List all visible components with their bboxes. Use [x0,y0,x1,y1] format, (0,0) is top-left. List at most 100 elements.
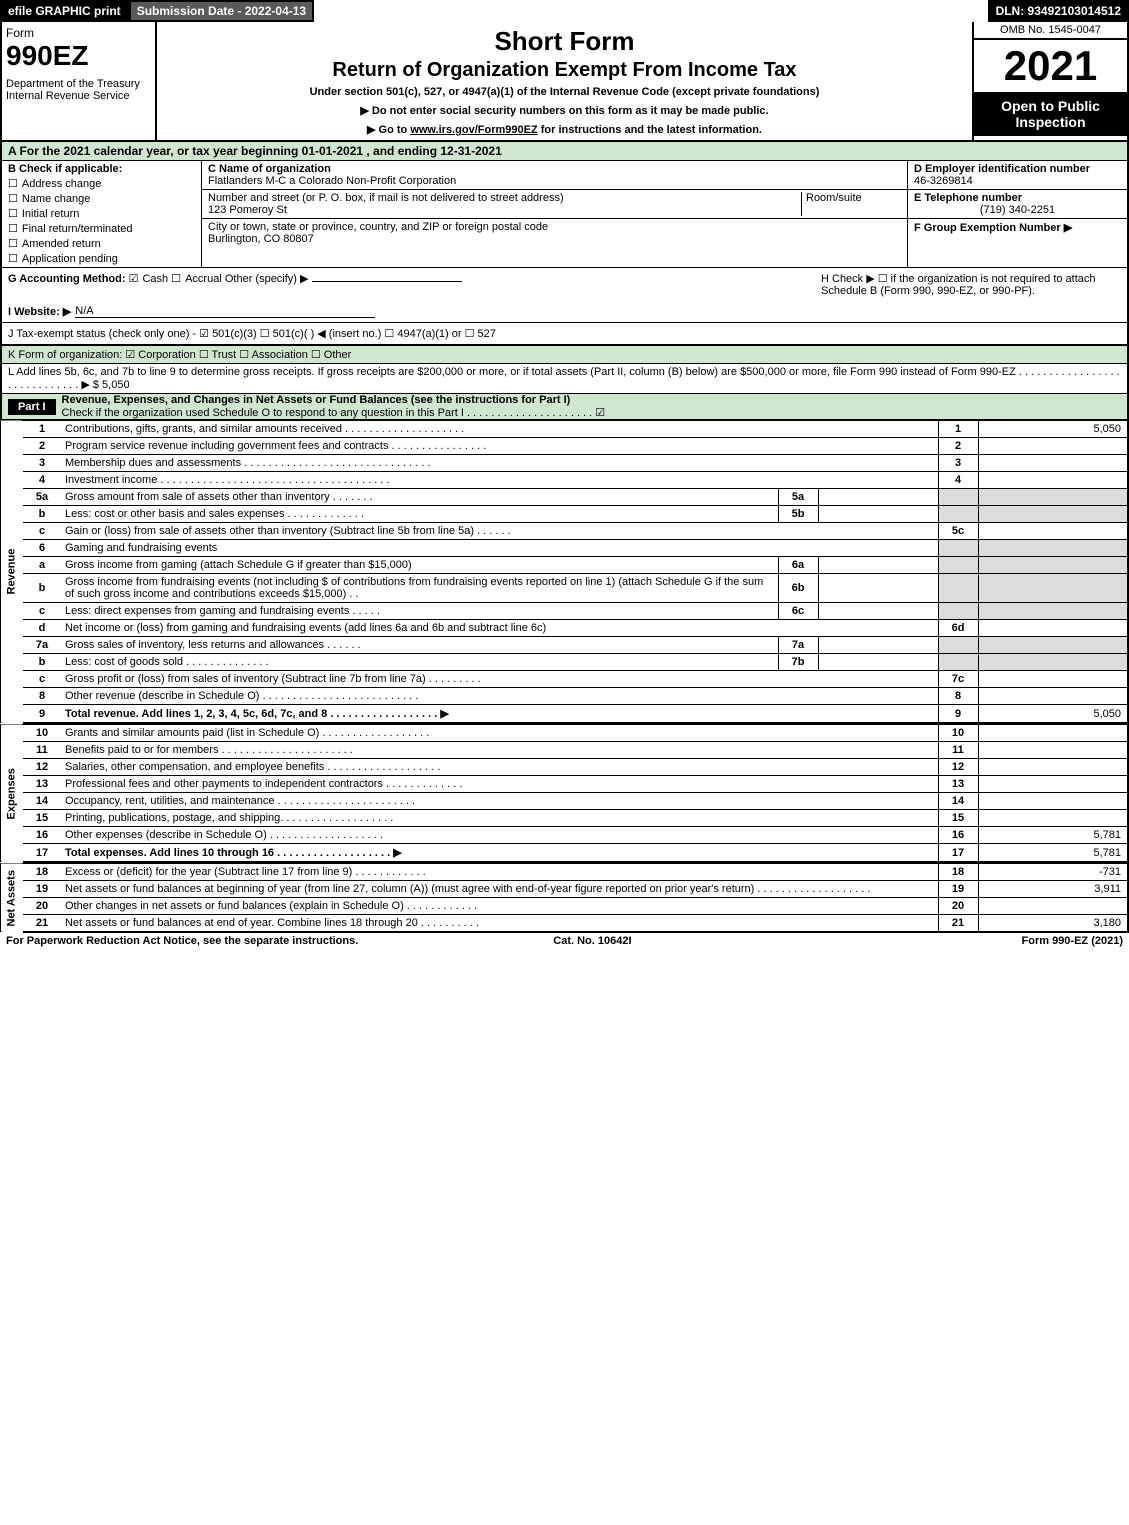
rt-number [938,540,978,557]
rt-number: 1 [938,421,978,438]
rt-number: 15 [938,810,978,827]
line-number: 8 [23,688,61,705]
c-city-label: City or town, state or province, country… [208,221,548,233]
tel-value: (719) 340-2251 [914,204,1121,216]
rt-number: 4 [938,472,978,489]
line-number: 11 [23,742,61,759]
line-desc: Contributions, gifts, grants, and simila… [61,421,938,438]
line-desc: Net assets or fund balances at beginning… [61,881,938,898]
b-title: B Check if applicable: [8,163,195,175]
chk-name-change[interactable]: Name change [8,192,195,205]
col-c: C Name of organization Flatlanders M-C a… [202,161,907,267]
chk-initial-return[interactable]: Initial return [8,207,195,220]
line-desc: Gross amount from sale of assets other t… [61,489,778,506]
omb-number: OMB No. 1545-0047 [974,22,1127,40]
header-right: OMB No. 1545-0047 2021 Open to Public In… [972,22,1127,140]
rt-number: 7c [938,671,978,688]
mid-value [818,489,938,506]
rt-value [978,759,1128,776]
header-center: Short Form Return of Organization Exempt… [157,22,972,140]
line-desc: Salaries, other compensation, and employ… [61,759,938,776]
part1-badge: Part I [8,399,56,415]
rt-number: 2 [938,438,978,455]
mid-number: 5a [778,489,818,506]
line-number: 17 [23,844,61,863]
title-main: Short Form [161,26,968,57]
line-number: 2 [23,438,61,455]
mid-value [818,637,938,654]
rt-number [938,637,978,654]
form-label: Form [6,26,151,40]
top-bar: efile GRAPHIC print Submission Date - 20… [0,0,1129,22]
footer-mid: Cat. No. 10642I [553,935,631,947]
table-row: aGross income from gaming (attach Schedu… [1,557,1128,574]
line-number: 10 [23,725,61,742]
efile-label[interactable]: efile GRAPHIC print [0,0,129,22]
line-number: 1 [23,421,61,438]
footer-left: For Paperwork Reduction Act Notice, see … [6,935,358,947]
irs-link[interactable]: www.irs.gov/Form990EZ [410,124,537,136]
rt-number: 13 [938,776,978,793]
dept-label: Department of the Treasury Internal Reve… [6,78,151,102]
table-row: 7aGross sales of inventory, less returns… [1,637,1128,654]
rt-number: 19 [938,881,978,898]
header-left: Form 990EZ Department of the Treasury In… [2,22,157,140]
rt-number: 3 [938,455,978,472]
g-label: G Accounting Method: [8,273,126,285]
rt-number: 18 [938,864,978,881]
tax-year: 2021 [974,40,1127,92]
line-number: 19 [23,881,61,898]
rt-number [938,506,978,523]
chk-cash[interactable]: Cash [129,273,169,285]
table-row: 16Other expenses (describe in Schedule O… [1,827,1128,844]
table-row: 8Other revenue (describe in Schedule O) … [1,688,1128,705]
rt-value: -731 [978,864,1128,881]
chk-accrual[interactable]: Accrual [171,273,222,285]
rt-value [978,742,1128,759]
table-row: 9Total revenue. Add lines 1, 2, 3, 4, 5c… [1,705,1128,724]
line-desc: Occupancy, rent, utilities, and maintena… [61,793,938,810]
rt-value: 5,781 [978,827,1128,844]
chk-application-pending[interactable]: Application pending [8,252,195,265]
table-row: bLess: cost or other basis and sales exp… [1,506,1128,523]
rt-number: 17 [938,844,978,863]
dln-label: DLN: 93492103014512 [988,0,1129,22]
line-number: 3 [23,455,61,472]
line-desc: Gross income from gaming (attach Schedul… [61,557,778,574]
expenses-table: Expenses10Grants and similar amounts pai… [0,724,1129,863]
mid-number: 6a [778,557,818,574]
line-desc: Professional fees and other payments to … [61,776,938,793]
line-desc: Less: cost or other basis and sales expe… [61,506,778,523]
table-row: 17Total expenses. Add lines 10 through 1… [1,844,1128,863]
line-number: d [23,620,61,637]
line-number: 12 [23,759,61,776]
c-street-label: Number and street (or P. O. box, if mail… [208,192,801,204]
line-number: b [23,654,61,671]
line-desc: Membership dues and assessments . . . . … [61,455,938,472]
line-desc: Less: cost of goods sold . . . . . . . .… [61,654,778,671]
rt-value: 5,050 [978,421,1128,438]
rt-number: 11 [938,742,978,759]
chk-final-return[interactable]: Final return/terminated [8,222,195,235]
grp-label: F Group Exemption Number ▶ [914,221,1121,234]
rt-number [938,654,978,671]
rt-value [978,654,1128,671]
table-row: 15Printing, publications, postage, and s… [1,810,1128,827]
side-label: Net Assets [1,864,23,933]
org-street: 123 Pomeroy St [208,204,801,216]
c-name-row: C Name of organization Flatlanders M-C a… [202,161,907,190]
rt-number: 20 [938,898,978,915]
line-desc: Net assets or fund balances at end of ye… [61,915,938,933]
title-sub: Return of Organization Exempt From Incom… [161,59,968,82]
line-number: 7a [23,637,61,654]
rt-number: 14 [938,793,978,810]
rt-value [978,620,1128,637]
table-row: 2Program service revenue including gover… [1,438,1128,455]
line-number: 21 [23,915,61,933]
chk-address-change[interactable]: Address change [8,177,195,190]
table-row: 20Other changes in net assets or fund ba… [1,898,1128,915]
chk-amended-return[interactable]: Amended return [8,237,195,250]
netassets-table: Net Assets18Excess or (deficit) for the … [0,863,1129,933]
col-b: B Check if applicable: Address change Na… [2,161,202,267]
part1-check: Check if the organization used Schedule … [62,406,1127,419]
